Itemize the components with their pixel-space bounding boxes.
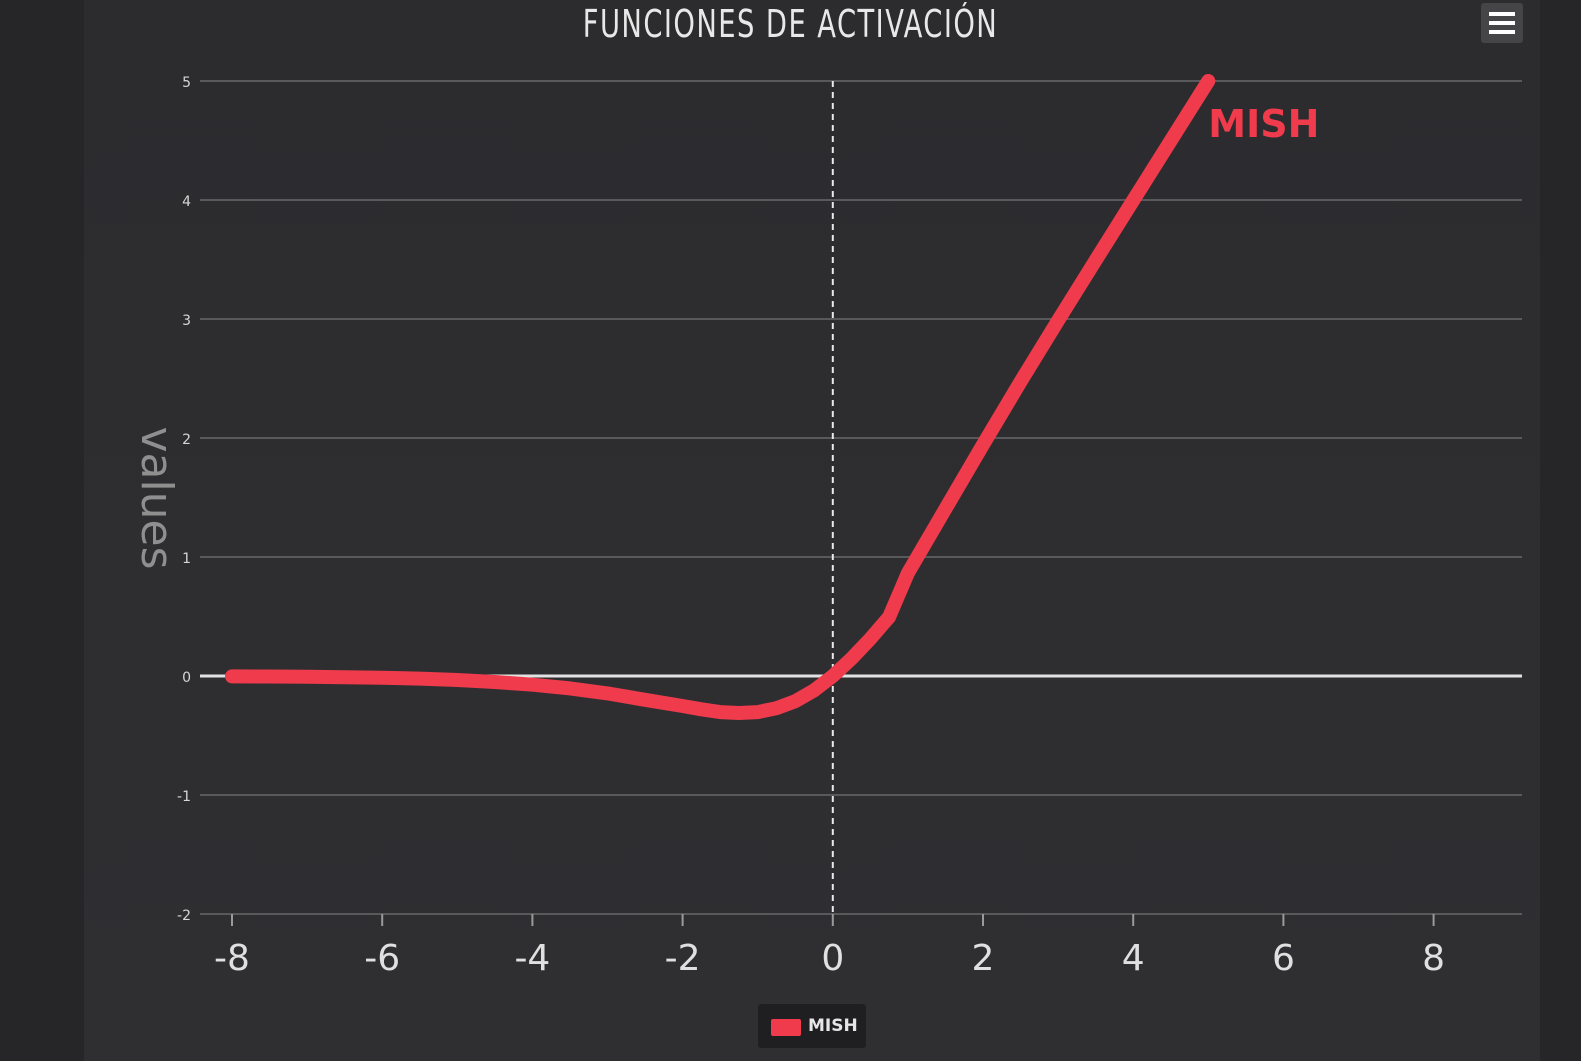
x-axis-ticks: -8 -6 -4 -2 0 2 4 6 8 bbox=[214, 914, 1445, 979]
x-tick-label: 6 bbox=[1272, 938, 1295, 979]
y-tick-label: 0 bbox=[182, 670, 191, 686]
y-tick-label: 5 bbox=[182, 75, 191, 91]
x-tick-label: 8 bbox=[1422, 938, 1445, 979]
x-tick-label: 0 bbox=[821, 938, 844, 979]
series-end-label: MISH bbox=[1208, 102, 1319, 146]
x-tick-label: 4 bbox=[1122, 938, 1145, 979]
series-line[interactable] bbox=[225, 74, 1216, 720]
y-tick-label: 4 bbox=[182, 194, 191, 210]
legend-item-label: MISH bbox=[808, 1016, 858, 1036]
x-tick-label: -6 bbox=[364, 938, 400, 979]
y-tick-label: 1 bbox=[182, 551, 191, 567]
legend-swatch bbox=[771, 1019, 801, 1036]
y-tick-label: -1 bbox=[177, 789, 191, 805]
x-tick-label: -4 bbox=[514, 938, 550, 979]
y-axis-label: values bbox=[131, 426, 182, 569]
chart-title: FUNCIONES DE ACTIVACIÓN bbox=[582, 2, 999, 46]
chart-menu-button[interactable] bbox=[1481, 3, 1523, 43]
y-tick-label: 2 bbox=[182, 432, 191, 448]
y-tick-label: -2 bbox=[177, 908, 191, 924]
legend[interactable]: MISH bbox=[758, 1004, 866, 1048]
x-tick-label: 2 bbox=[972, 938, 995, 979]
series-layer bbox=[225, 74, 1216, 720]
y-tick-label: 3 bbox=[182, 313, 191, 329]
x-tick-label: -2 bbox=[665, 938, 701, 979]
chart-panel bbox=[84, 0, 1540, 1061]
x-tick-label: -8 bbox=[214, 938, 250, 979]
grid-lines bbox=[200, 80, 1522, 915]
y-axis-ticks: -2 -1 0 1 2 3 4 5 bbox=[177, 75, 191, 924]
